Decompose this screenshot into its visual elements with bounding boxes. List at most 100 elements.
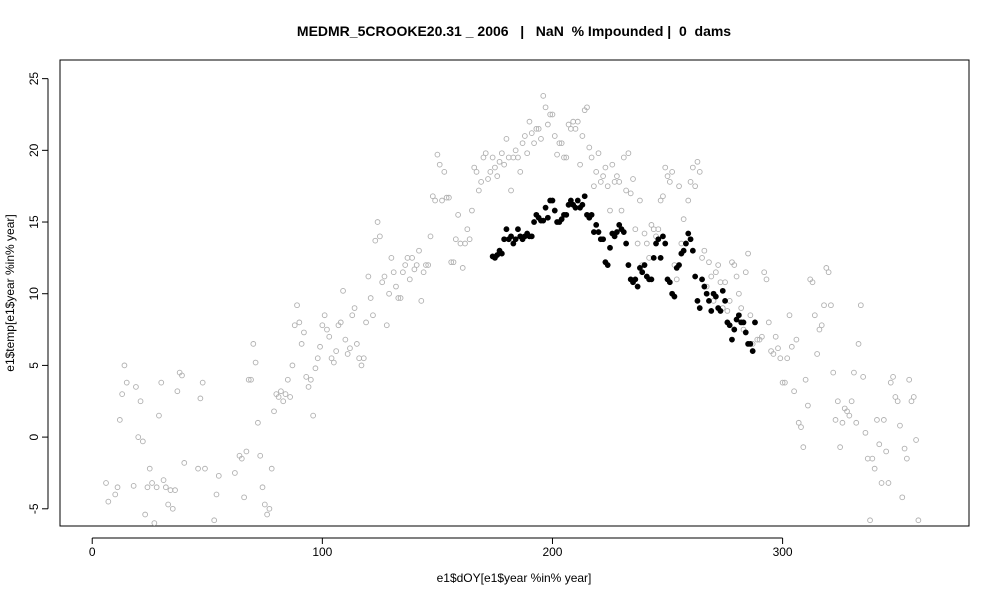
data-point-open (195, 465, 201, 472)
data-point-open (650, 226, 657, 233)
data-point-filled (703, 290, 710, 297)
data-point-open (365, 273, 372, 280)
data-point-open (321, 312, 328, 319)
data-point-open (579, 133, 586, 139)
data-point-open (904, 455, 910, 462)
data-point-open (765, 319, 772, 326)
data-point-open (457, 240, 464, 247)
data-point-open (664, 173, 671, 179)
data-point-open (545, 121, 551, 128)
data-point-open (416, 247, 422, 254)
y-axis-label: e1$temp[e1$year %in% year] (3, 214, 17, 371)
data-point-open (731, 262, 738, 268)
data-point-open (597, 179, 604, 185)
data-point-open (409, 255, 415, 261)
data-point-open (406, 276, 413, 283)
data-point-open (821, 302, 827, 309)
data-point-filled (563, 211, 570, 218)
data-point-filled (498, 250, 505, 257)
data-point-open (637, 197, 643, 204)
data-point-open (404, 255, 411, 261)
data-point-open (689, 164, 696, 171)
data-point-open (890, 374, 896, 380)
data-point-filled (683, 240, 689, 247)
data-point-open (885, 480, 892, 486)
data-point-open (570, 118, 577, 125)
y-tick-label: 25 (27, 72, 41, 86)
data-point-open (181, 460, 188, 466)
data-point-open (498, 150, 505, 157)
data-point-open (439, 197, 445, 204)
data-point-open (427, 233, 434, 240)
data-point-open (508, 187, 514, 194)
data-point-filled (551, 207, 558, 214)
data-point-open (701, 247, 708, 254)
data-point-open (358, 362, 365, 369)
data-point-open (114, 484, 121, 491)
data-point-open (434, 151, 441, 158)
data-point-filled (694, 297, 701, 304)
data-point-open (867, 517, 873, 524)
data-point-open (860, 374, 866, 380)
data-point-open (673, 276, 680, 283)
data-point-open (158, 379, 165, 386)
data-point-open (386, 290, 392, 297)
data-point-open (429, 193, 436, 200)
data-point-open (310, 412, 316, 419)
y-tick-label: 0 (27, 433, 41, 440)
data-point-filled (623, 240, 630, 247)
y-tick-label: -5 (27, 503, 41, 514)
data-point-open (133, 384, 139, 390)
data-point-open (450, 259, 457, 266)
data-point-open (289, 362, 296, 369)
data-point-filled (696, 305, 703, 311)
data-point-open (881, 417, 887, 423)
data-point-filled (662, 240, 669, 247)
data-point-open (367, 295, 374, 301)
data-point-open (853, 419, 860, 426)
data-point-open (878, 480, 885, 486)
data-point-open (383, 322, 390, 329)
data-point-open (678, 240, 685, 247)
data-point-filled (607, 244, 613, 251)
data-point-open (823, 265, 830, 271)
data-point-open (305, 384, 312, 390)
data-point-open (809, 279, 816, 286)
data-point-filled (671, 293, 678, 300)
data-point-open (786, 312, 793, 319)
x-tick-label: 200 (542, 545, 562, 559)
data-point-open (377, 233, 383, 240)
data-point-open (910, 394, 917, 400)
data-point-open (887, 379, 894, 386)
data-point-open (551, 133, 558, 139)
data-point-open (314, 355, 321, 362)
data-point-filled (706, 297, 712, 304)
data-point-open (202, 465, 208, 472)
data-point-open (646, 255, 652, 261)
data-point-open (634, 240, 641, 247)
data-point-filled (701, 283, 708, 290)
data-point-open (591, 183, 597, 190)
data-point-filled (620, 229, 627, 235)
data-point-open (275, 394, 282, 400)
data-point-open (848, 398, 855, 405)
data-point-open (370, 312, 376, 319)
data-point-open (655, 226, 662, 233)
data-point-open (630, 176, 636, 182)
data-point-open (818, 322, 825, 329)
data-point-open (312, 365, 319, 372)
data-point-open (213, 491, 220, 498)
data-point-filled (632, 276, 639, 283)
data-point-open (496, 158, 503, 165)
data-point-open (324, 326, 330, 333)
data-point-open (549, 111, 556, 118)
data-point-open (282, 391, 289, 397)
data-point-open (432, 197, 438, 204)
data-point-filled (692, 273, 699, 280)
data-point-open (802, 376, 809, 383)
data-point-open (713, 269, 719, 276)
plot-frame (59, 59, 970, 527)
data-point-open (471, 164, 478, 171)
x-tick-label: 300 (773, 545, 793, 559)
data-point-open (687, 179, 694, 185)
